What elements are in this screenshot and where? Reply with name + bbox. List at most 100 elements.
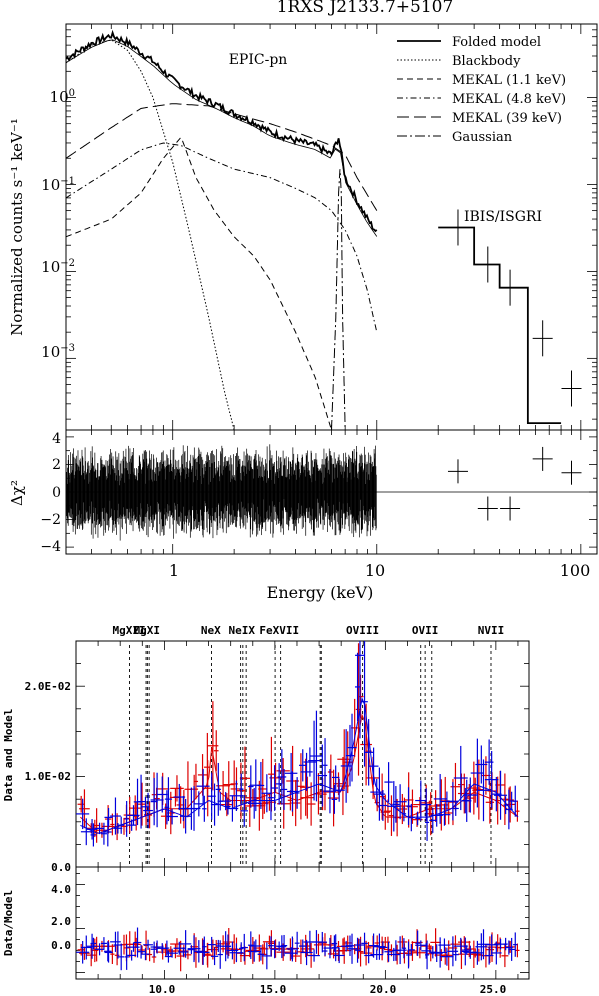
- ratio-point: [473, 948, 484, 962]
- ratio-point: [225, 934, 231, 959]
- ratio-point: [397, 935, 408, 949]
- data-point: [333, 778, 345, 802]
- data-point: [215, 762, 221, 816]
- bottom-ticks: [75, 641, 529, 979]
- ratio-point: [370, 949, 384, 960]
- ratio-point: [179, 930, 192, 958]
- ratio-point: [447, 936, 459, 967]
- data-point: [494, 770, 508, 820]
- data-point: [300, 752, 313, 791]
- data-point: [430, 790, 441, 822]
- legend-label: MEKAL (1.1 keV): [452, 73, 566, 88]
- data-point: [104, 807, 113, 827]
- ratio-point: [383, 936, 392, 963]
- isgri-data-point: [477, 246, 498, 283]
- data-point: [515, 800, 520, 822]
- data-point: [100, 822, 107, 845]
- data-point: [397, 793, 408, 825]
- ratio-point: [484, 946, 494, 965]
- ratio-point: [150, 940, 164, 954]
- annotation-ibis-isgri: IBIS/ISGRI: [464, 209, 542, 225]
- ratio-point: [178, 947, 189, 957]
- ratio-point: [124, 943, 129, 970]
- series-line-0: [65, 29, 378, 233]
- ratio-point: [245, 936, 260, 964]
- ratio-point: [354, 937, 361, 963]
- ratio-point: [143, 939, 153, 950]
- data-point: [407, 803, 415, 832]
- ratio-point: [248, 931, 254, 960]
- ratio-y-axis-label: Data/Model: [2, 890, 15, 956]
- data-point: [143, 792, 153, 829]
- ratio-tick-2: 2.0: [51, 915, 71, 928]
- legend-label: Gaussian: [452, 130, 513, 145]
- ratio-point: [361, 932, 368, 955]
- bottom-y-axis-label: Data and Model: [2, 709, 15, 802]
- ratio-point: [452, 948, 459, 961]
- isgri-residual-point: [532, 446, 553, 471]
- ratio-point: [384, 941, 393, 962]
- data-point: [421, 788, 432, 821]
- data-point: [156, 776, 168, 813]
- ratio-point: [332, 934, 340, 962]
- data-point: [370, 778, 384, 806]
- data-point: [387, 781, 401, 832]
- data-point: [425, 803, 430, 841]
- resid-tick-0: 0: [52, 485, 61, 501]
- ratio-point: [406, 941, 411, 969]
- data-point: [308, 720, 320, 801]
- line-label-fexvii: FeXVII: [259, 624, 299, 637]
- y-tick-1e-2: 1.0E-02: [25, 770, 71, 783]
- ratio-point: [461, 937, 469, 966]
- ratio-point: [433, 937, 447, 968]
- data-point: [406, 787, 411, 825]
- model-line-1: [80, 696, 519, 834]
- series-line-5: [331, 169, 346, 431]
- ratio-point: [240, 933, 248, 962]
- ratio-point: [164, 950, 172, 963]
- data-point: [429, 807, 437, 833]
- folded-model-smooth: [65, 39, 378, 237]
- ratio-point: [90, 937, 97, 950]
- x-tick-label-10: 10: [365, 561, 385, 580]
- data-point: [225, 798, 231, 815]
- ratio-point: [86, 933, 98, 959]
- isgri-residual-point: [500, 496, 521, 521]
- ratio-point: [407, 944, 415, 956]
- ratio-point: [425, 940, 430, 970]
- data-point: [193, 763, 199, 800]
- legend-label: Blackbody: [452, 54, 521, 69]
- ratio-point: [253, 934, 266, 962]
- data-point: [513, 785, 518, 817]
- data-point: [294, 777, 300, 809]
- line-markers: [129, 645, 492, 867]
- data-point: [354, 652, 361, 722]
- ratio-point: [129, 931, 141, 958]
- data-point: [261, 774, 272, 813]
- data-point: [447, 782, 459, 821]
- data-point: [347, 713, 357, 782]
- ratio-point: [333, 947, 345, 964]
- isgri-data-point: [500, 269, 521, 306]
- top-series: [65, 29, 582, 431]
- data-point: [299, 749, 307, 782]
- data-point: [345, 724, 355, 787]
- bottom-ratio-frame: [75, 866, 530, 980]
- ratio-point: [457, 939, 465, 969]
- data-point: [444, 801, 454, 825]
- ratio-point: [277, 935, 287, 959]
- ratio-point: [114, 945, 120, 966]
- ratio-point: [202, 936, 207, 957]
- ratio-point: [133, 927, 142, 958]
- data-point: [401, 806, 407, 822]
- line-label-neix: NeIX: [228, 624, 255, 637]
- data-point: [477, 759, 490, 822]
- ratio-point: [300, 939, 313, 966]
- top-ticks: [65, 23, 597, 554]
- ratio-point: [210, 947, 219, 966]
- data-point: [355, 641, 365, 739]
- data-point: [196, 769, 210, 804]
- y-tick-0: 0.0: [51, 861, 71, 874]
- ratio-point: [100, 937, 107, 950]
